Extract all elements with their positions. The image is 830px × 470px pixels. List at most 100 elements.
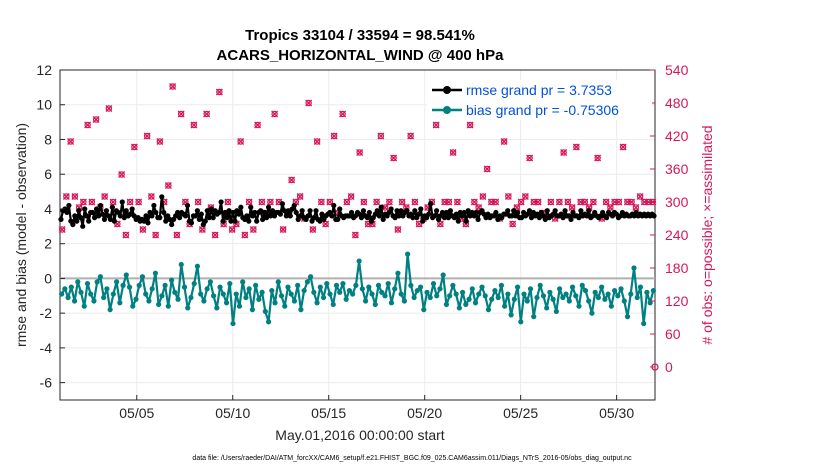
obs-assimilated-stroke xyxy=(555,198,563,206)
rmse-point xyxy=(380,216,386,222)
obs-assimilated-marker xyxy=(126,198,134,206)
obs-possible-marker xyxy=(415,220,423,228)
bias-point xyxy=(110,291,116,297)
x-tick-label: 05/05 xyxy=(119,405,154,421)
bias-point xyxy=(611,287,618,294)
rmse-point xyxy=(378,204,384,210)
obs-possible-marker xyxy=(560,149,567,156)
data-file-footnote: data file: /Users/raeder/DAI/ATM_forcXX/… xyxy=(192,455,632,462)
obs-assimilated-marker xyxy=(58,226,66,233)
obs-assimilated-marker xyxy=(445,198,453,206)
obs-possible-marker xyxy=(318,198,325,206)
bias-point xyxy=(440,272,446,278)
y-right-tick-label: 240 xyxy=(665,227,689,243)
bias-point xyxy=(353,282,359,288)
rmse-point xyxy=(208,206,214,212)
legend-bias-marker xyxy=(443,106,451,114)
obs-possible-marker xyxy=(109,198,117,206)
obs-assimilated-stroke xyxy=(249,226,257,233)
obs-assimilated-stroke xyxy=(147,193,155,200)
obs-possible-marker xyxy=(398,198,406,206)
rmse-point xyxy=(536,215,542,221)
obs-assimilated-stroke xyxy=(445,198,453,206)
bias-point xyxy=(227,281,233,287)
obs-assimilated-stroke xyxy=(521,193,529,200)
bias-point xyxy=(356,258,362,264)
obs-possible-marker xyxy=(203,110,210,118)
bias-point xyxy=(220,291,226,297)
obs-assimilated-stroke xyxy=(377,132,385,140)
obs-possible-marker xyxy=(313,138,321,145)
obs-assimilated-stroke xyxy=(105,105,113,112)
y-left-tick-label: 10 xyxy=(36,97,52,113)
obs-assimilated-stroke xyxy=(164,182,172,189)
obs-possible-marker xyxy=(177,110,185,118)
bias-point xyxy=(424,289,430,295)
obs-assimilated-stroke xyxy=(130,143,138,151)
obs-possible-marker xyxy=(522,193,529,200)
obs-assimilated-stroke xyxy=(309,226,317,233)
rmse-point xyxy=(161,209,167,216)
obs-possible-marker xyxy=(126,198,134,206)
obs-assimilated-stroke xyxy=(368,220,376,228)
bias-point xyxy=(178,261,184,268)
rmse-point xyxy=(226,208,232,214)
obs-assimilated-marker xyxy=(500,138,508,145)
rmse-point xyxy=(78,215,84,221)
rmse-point xyxy=(258,208,264,214)
rmse-point xyxy=(153,209,159,216)
bias-point xyxy=(615,293,621,299)
obs-assimilated-marker xyxy=(606,204,614,211)
bias-point xyxy=(233,291,239,297)
obs-assimilated-stroke xyxy=(632,204,640,211)
rmse-point xyxy=(651,213,657,219)
bias-point xyxy=(573,293,579,299)
obs-assimilated-marker xyxy=(483,165,491,173)
rmse-point xyxy=(129,206,135,212)
obs-assimilated-stroke xyxy=(407,132,415,140)
obs-assimilated-marker xyxy=(436,220,444,228)
obs-possible-marker xyxy=(394,226,402,233)
bias-point xyxy=(249,307,256,313)
rmse-point xyxy=(90,209,96,216)
obs-possible-marker xyxy=(356,149,363,156)
obs-possible-marker xyxy=(471,198,478,206)
obs-assimilated-marker xyxy=(581,198,589,206)
rmse-point xyxy=(202,218,208,224)
bias-point xyxy=(443,301,450,308)
rmse-point xyxy=(576,215,582,221)
bias-point xyxy=(149,286,155,292)
bias-point xyxy=(557,286,563,292)
obs-possible-marker xyxy=(483,165,491,173)
obs-possible-marker xyxy=(67,138,74,145)
obs-assimilated-marker xyxy=(241,231,249,239)
obs-assimilated-marker xyxy=(351,231,359,239)
obs-possible-marker xyxy=(173,231,181,239)
bias-point xyxy=(375,282,382,288)
obs-possible-marker xyxy=(148,193,155,200)
obs-possible-marker xyxy=(194,198,202,206)
bias-point xyxy=(265,319,272,325)
obs-assimilated-stroke xyxy=(326,198,334,206)
obs-assimilated-marker xyxy=(84,121,92,129)
rmse-point xyxy=(305,213,311,219)
bias-point xyxy=(301,287,307,294)
x-axis-label: May.01,2016 00:00:00 start xyxy=(275,427,445,443)
rmse-point xyxy=(123,208,129,214)
obs-possible-marker xyxy=(101,193,108,200)
obs-possible-marker xyxy=(330,132,338,140)
bias-point xyxy=(421,307,427,313)
y-right-tick-label: 420 xyxy=(665,128,689,144)
rmse-point xyxy=(220,218,226,224)
rmse-point xyxy=(335,216,341,222)
rmse-point xyxy=(238,204,244,210)
obs-assimilated-marker xyxy=(105,105,113,112)
rmse-point xyxy=(169,221,175,228)
bias-point xyxy=(427,294,433,301)
rmse-point xyxy=(465,208,471,214)
rmse-point xyxy=(121,215,127,221)
rmse-point xyxy=(252,209,258,216)
obs-assimilated-marker xyxy=(560,149,568,156)
bias-point xyxy=(531,314,537,320)
